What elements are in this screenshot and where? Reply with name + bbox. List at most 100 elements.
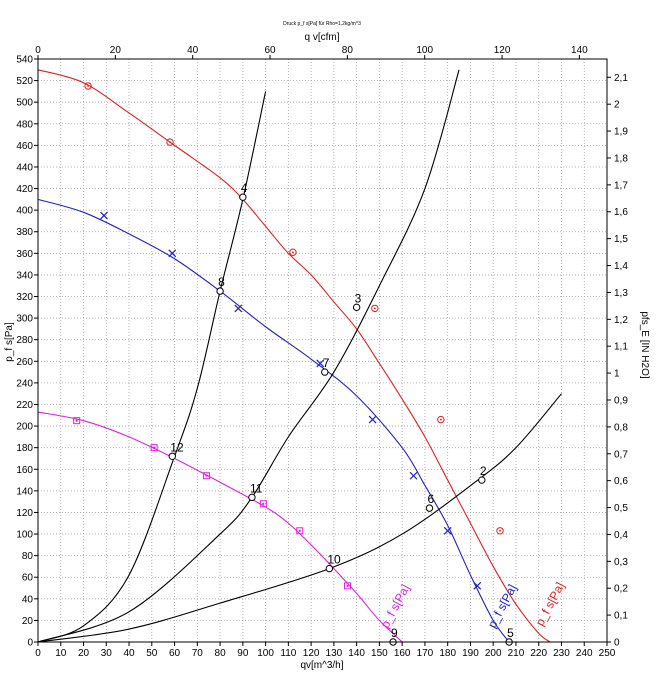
operating-point-6 [425,504,434,512]
y-tick-label: 80 [22,551,34,562]
operating-point-label: 4 [241,181,248,195]
chart-title: Druck p_f s[Pa] für Rho=1,2kg/m^3 [283,21,361,27]
markers [73,82,513,646]
x-tick-label: 60 [169,648,181,659]
series-line-5 [38,393,562,642]
square-marker-dot [298,529,301,532]
square-marker-dot [75,419,78,422]
operating-point-label: 3 [355,291,362,305]
left-axis-title: p_f s[Pa] [4,322,15,362]
series-line-0 [37,69,551,643]
x2-tick-label: 120 [494,45,511,56]
y-tick-label: 340 [16,270,33,281]
x-tick-label: 30 [101,648,113,659]
circle-marker-dot [87,85,89,87]
x-tick-label: 80 [215,648,227,659]
x-tick-label: 10 [55,648,67,659]
y2-tick-label: 0 [614,638,620,649]
square-marker-dot [346,584,349,587]
top-axis-title: q v[cfm] [304,32,339,43]
x-tick-label: 190 [462,648,479,659]
y-tick-label: 300 [16,314,33,325]
y2-tick-label: 0,4 [614,530,628,541]
y2-tick-label: 0,2 [614,584,628,595]
operating-point-label: 8 [218,275,225,289]
y2-tick-label: 1 [614,369,620,380]
operating-point-label: 10 [327,553,341,567]
y-tick-label: 280 [16,335,33,346]
x-tick-label: 160 [394,648,411,659]
x2-tick-label: 40 [187,45,199,56]
y2-tick-label: 1,2 [614,315,628,326]
square-marker [344,582,352,590]
y-tick-label: 100 [16,530,33,541]
x-tick-label: 90 [237,648,249,659]
operating-point-label: 5 [507,626,514,640]
y-tick-label: 400 [16,206,33,217]
circle-marker [496,527,504,535]
x-tick-label: 170 [417,648,434,659]
x2-tick-label: 20 [110,45,122,56]
x-marker [100,211,108,220]
y2-tick-label: 0,6 [614,476,628,487]
y-tick-label: 460 [16,141,33,152]
y2-tick-label: 2,1 [614,73,628,84]
y-tick-label: 40 [22,594,34,605]
operating-point-3 [352,303,361,312]
x-tick-label: 250 [599,648,616,659]
x2-tick-label: 80 [342,45,354,56]
y2-tick-label: 0,5 [614,503,628,514]
y-tick-label: 500 [16,98,33,109]
plot-frame [37,58,608,643]
circle-marker [289,248,297,256]
operating-point-label: 12 [170,440,184,454]
operating-point-8 [216,287,224,295]
y2-tick-label: 1,5 [614,234,628,245]
y-tick-label: 120 [16,508,33,519]
x-marker [443,526,452,535]
circle-marker-dot [169,141,171,144]
operating-point-4 [239,193,247,201]
y-tick-label: 180 [16,443,33,454]
curves [37,69,562,643]
y2-tick-label: 0,7 [614,449,628,460]
x-tick-label: 240 [576,648,593,659]
square-marker [202,472,210,480]
x2-tick-label: 0 [35,45,41,56]
circle-marker-dot [373,307,376,310]
square-marker-dot [153,446,156,449]
x-tick-label: 180 [439,648,456,659]
y-tick-label: 60 [22,573,34,584]
grid [34,55,611,646]
y2-tick-label: 1,3 [614,288,628,299]
x2-tick-label: 140 [571,45,588,56]
bottom-axis-title: qv[m^3/h] [300,660,343,671]
x2-tick-label: 100 [416,45,433,56]
square-marker-dot [205,474,208,477]
operating-point-label: 9 [391,626,398,640]
x-marker [168,249,177,258]
y2-tick-label: 0,3 [614,557,628,568]
x-marker [234,304,243,313]
x2-tick-label: 60 [264,45,276,56]
x-tick-label: 140 [348,648,365,659]
x-marker [473,581,482,590]
x-tick-label: 50 [146,648,158,659]
operating-point-7 [321,368,329,376]
circle-marker-dot [292,251,294,254]
y2-tick-label: 0,9 [614,395,628,406]
labels: 0 10 20 30 40 50 60 70 80 90 100 110 120 130 140 150 160… [16,45,628,659]
circle-marker [437,415,445,424]
operating-point-label: 7 [323,356,330,370]
x-tick-label: 40 [123,648,135,659]
x-tick-label: 70 [192,648,204,659]
operating-point-label: 2 [480,464,487,478]
curve-label: p_f s[Pa] [378,582,413,630]
y2-tick-label: 0,1 [614,611,628,622]
y-tick-label: 520 [16,76,33,87]
y-tick-label: 380 [16,227,33,238]
y2-tick-label: 1,1 [614,342,628,353]
operating-point-10 [325,564,334,573]
y2-tick-label: 1,9 [614,127,628,138]
y2-tick-label: 1,6 [614,207,628,218]
